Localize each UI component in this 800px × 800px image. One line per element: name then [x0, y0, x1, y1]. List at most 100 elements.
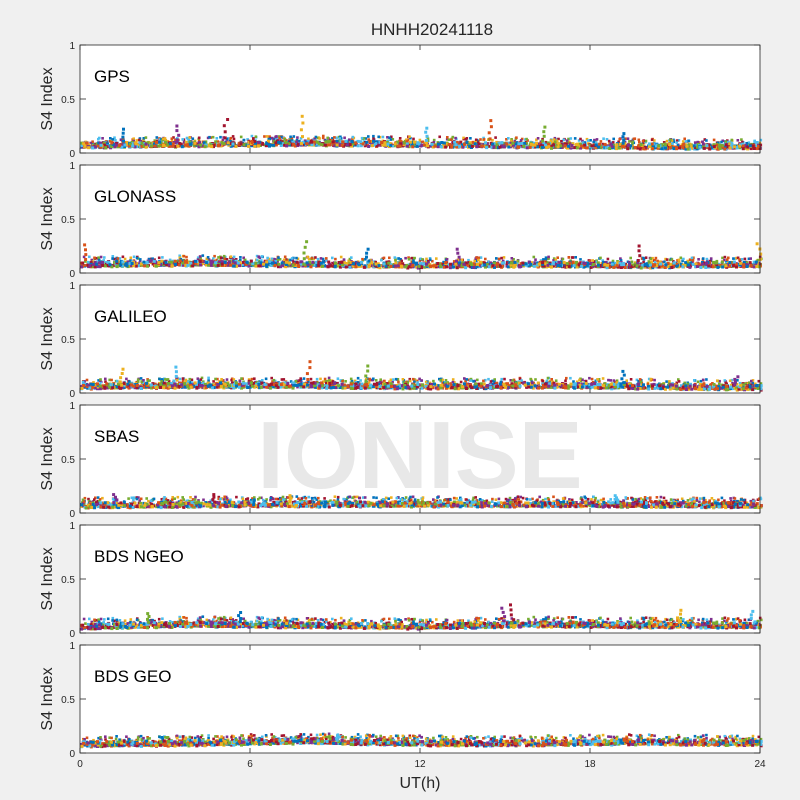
- data-point: [694, 146, 698, 150]
- data-point: [432, 138, 436, 142]
- data-point: [324, 140, 328, 144]
- data-point: [319, 265, 323, 268]
- data-point: [198, 263, 202, 267]
- data-point: [565, 262, 569, 266]
- data-point: [752, 260, 756, 264]
- data-point: [731, 145, 735, 149]
- data-point: [390, 135, 393, 139]
- data-point: [319, 261, 323, 265]
- data-point: [341, 140, 345, 144]
- data-point: [153, 139, 157, 142]
- data-point: [469, 261, 473, 265]
- data-point: [735, 146, 739, 150]
- data-point: [482, 138, 486, 141]
- data-point: [756, 141, 759, 144]
- data-point: [629, 144, 633, 148]
- data-point: [106, 264, 110, 268]
- data-point: [186, 263, 190, 267]
- data-point: [606, 257, 610, 261]
- data-point: [296, 263, 300, 267]
- spike-point: [456, 251, 460, 255]
- data-point: [125, 141, 129, 144]
- data-point: [665, 139, 669, 143]
- data-point: [306, 139, 310, 143]
- spike-point: [175, 129, 179, 133]
- data-point: [94, 142, 97, 146]
- data-point: [730, 142, 734, 146]
- data-point: [668, 266, 672, 270]
- data-point: [393, 142, 397, 146]
- data-point: [520, 137, 524, 141]
- data-point: [227, 260, 231, 264]
- data-point: [705, 139, 708, 142]
- data-point: [601, 259, 604, 262]
- data-point: [175, 260, 179, 264]
- data-point: [653, 146, 657, 150]
- data-point: [109, 137, 112, 140]
- data-point: [372, 265, 375, 269]
- data-point: [539, 259, 543, 262]
- data-point: [264, 144, 268, 148]
- data-point: [396, 261, 400, 265]
- data-point: [571, 260, 575, 264]
- spike-point: [83, 243, 87, 247]
- data-point: [101, 261, 104, 264]
- data-point: [479, 138, 482, 141]
- data-point: [515, 136, 518, 139]
- data-point: [660, 143, 664, 147]
- data-point: [641, 263, 644, 267]
- data-point: [111, 257, 114, 260]
- data-point: [339, 137, 343, 140]
- data-point: [508, 142, 512, 146]
- data-point: [357, 263, 361, 267]
- data-point: [181, 261, 184, 265]
- data-point: [222, 254, 226, 258]
- data-point: [180, 259, 184, 263]
- data-point: [331, 143, 334, 146]
- data-point: [80, 141, 84, 145]
- data-point: [372, 134, 375, 138]
- data-point: [247, 262, 251, 266]
- data-point: [681, 265, 685, 269]
- data-point: [552, 141, 555, 144]
- data-point: [497, 141, 501, 145]
- data-point: [86, 263, 90, 267]
- data-point: [634, 262, 637, 266]
- data-point: [126, 143, 130, 147]
- spike-point: [759, 252, 763, 256]
- data-point: [396, 144, 400, 148]
- data-point: [123, 143, 127, 147]
- data-point: [743, 257, 747, 261]
- data-point: [626, 137, 630, 140]
- data-point: [89, 261, 93, 265]
- data-point: [651, 266, 655, 270]
- data-point: [675, 264, 679, 268]
- data-point: [314, 256, 317, 259]
- data-point: [382, 256, 386, 260]
- data-point: [203, 259, 207, 263]
- data-point: [369, 258, 372, 262]
- data-point: [757, 145, 761, 148]
- data-point: [608, 142, 611, 146]
- data-point: [240, 263, 244, 267]
- data-point: [573, 146, 577, 150]
- data-point: [610, 262, 614, 266]
- data-point: [556, 264, 560, 267]
- data-point: [454, 143, 458, 147]
- data-point: [329, 264, 333, 268]
- data-point: [553, 140, 557, 144]
- data-point: [572, 380, 575, 383]
- data-point: [91, 140, 94, 143]
- data-point: [528, 145, 532, 149]
- data-point: [247, 264, 251, 268]
- data-point: [296, 136, 299, 139]
- spike-point: [223, 136, 227, 140]
- data-point: [310, 256, 314, 260]
- data-point: [328, 139, 332, 143]
- data-point: [653, 260, 657, 264]
- data-point: [344, 139, 348, 143]
- data-point: [137, 138, 141, 142]
- data-point: [278, 136, 281, 140]
- data-point: [564, 142, 568, 146]
